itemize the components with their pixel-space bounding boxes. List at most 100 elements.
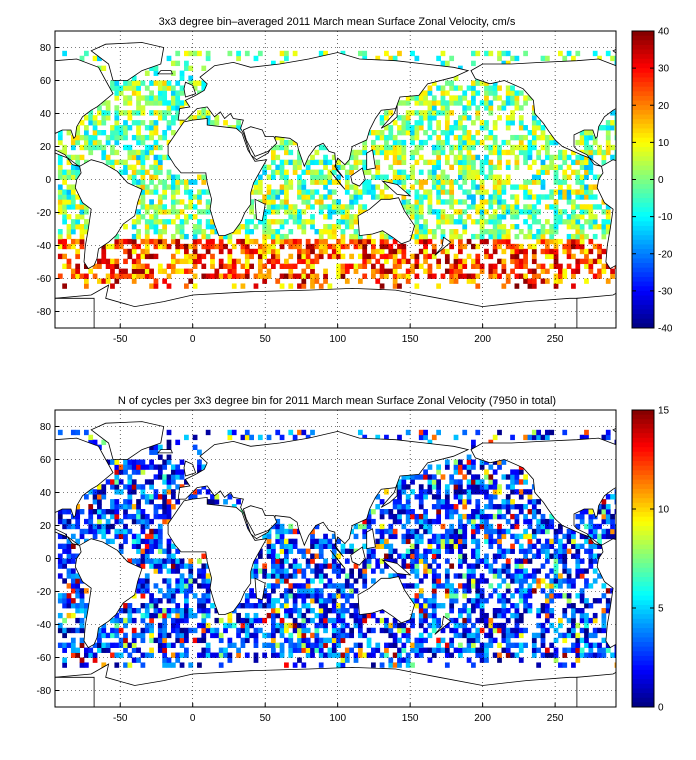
bin-cell <box>471 509 476 515</box>
bin-cell <box>153 489 159 495</box>
bin-cell <box>114 612 120 619</box>
bin-cell <box>157 588 163 594</box>
bin-cell <box>314 229 320 235</box>
bin-cell <box>553 199 559 205</box>
bin-cell <box>579 194 585 200</box>
bin-cell <box>614 499 616 505</box>
bin-cell <box>414 100 420 106</box>
bin-cell <box>497 179 502 185</box>
colorbar-segment <box>632 549 654 555</box>
bin-cell <box>310 258 315 265</box>
bin-cell <box>492 558 498 564</box>
bin-cell <box>366 553 372 559</box>
bin-cell <box>579 652 585 658</box>
bin-cell <box>353 563 359 569</box>
bin-cell <box>205 598 211 604</box>
bin-cell <box>449 199 455 205</box>
bin-cell <box>170 268 176 274</box>
bin-cell <box>540 578 546 584</box>
bin-cell <box>279 573 285 579</box>
bin-cell <box>527 494 533 500</box>
bin-cell <box>162 243 168 250</box>
bin-cell <box>562 632 568 639</box>
bin-cell <box>270 174 276 180</box>
bin-cell <box>444 548 450 554</box>
bin-cell <box>501 258 507 265</box>
bin-cell <box>336 608 341 614</box>
bin-cell <box>397 509 402 515</box>
bin-cell <box>170 598 176 604</box>
bin-cell <box>553 558 559 564</box>
bin-cell <box>179 617 185 624</box>
bin-cell <box>436 578 441 584</box>
bin-cell <box>449 474 455 480</box>
bin-cell <box>188 194 194 200</box>
bin-cell <box>492 233 498 240</box>
bin-cell <box>162 657 168 663</box>
bin-cell <box>423 258 428 265</box>
bin-cell <box>188 563 194 569</box>
bin-cell <box>257 617 263 624</box>
bin-cell <box>579 558 585 564</box>
bin-cell <box>427 612 433 619</box>
bin-cell <box>136 219 141 225</box>
bin-cell <box>123 647 128 653</box>
bin-cell <box>410 154 415 161</box>
bin-cell <box>149 518 154 525</box>
bin-cell <box>466 238 472 245</box>
bin-cell <box>536 528 542 535</box>
bin-cell <box>514 513 520 520</box>
bin-cell <box>410 563 415 569</box>
bin-cell <box>336 209 341 215</box>
bin-cell <box>175 115 181 121</box>
bin-cell <box>510 253 515 260</box>
bin-cell <box>497 219 502 225</box>
bin-cell <box>510 434 515 441</box>
bin-cell <box>336 224 341 230</box>
bin-cell <box>501 189 507 195</box>
bin-cell <box>466 489 472 495</box>
bin-cell <box>444 652 450 658</box>
bin-cell <box>170 617 176 624</box>
bin-cell <box>262 219 268 225</box>
bin-cell <box>488 229 494 235</box>
bin-cell <box>549 652 555 658</box>
bin-cell <box>423 523 428 530</box>
bin-cell <box>457 533 463 540</box>
bin-cell <box>418 489 424 495</box>
bin-cell <box>479 603 485 609</box>
bin-cell <box>531 647 537 653</box>
bin-cell <box>279 164 285 170</box>
bin-cell <box>505 243 511 250</box>
bin-cell <box>79 533 85 540</box>
bin-cell <box>188 258 194 265</box>
bin-cell <box>118 469 124 475</box>
bin-cell <box>492 479 498 485</box>
bin-cell <box>514 248 520 255</box>
bin-cell <box>531 652 537 658</box>
bin-cell <box>327 543 333 549</box>
bin-cell <box>466 657 472 663</box>
bin-cell <box>405 627 411 634</box>
bin-cell <box>175 90 181 96</box>
bin-cell <box>475 154 481 161</box>
bin-cell <box>479 139 485 146</box>
bin-cell <box>601 268 607 274</box>
bin-cell <box>553 263 559 269</box>
bin-cell <box>327 233 333 240</box>
bin-cell <box>344 608 350 614</box>
bin-cell <box>288 159 294 166</box>
bin-cell <box>423 563 428 569</box>
bin-cell <box>162 612 168 619</box>
bin-cell <box>601 233 607 240</box>
bin-cell <box>340 627 346 634</box>
bin-cell <box>536 632 542 639</box>
bin-cell <box>427 523 433 530</box>
bin-cell <box>518 489 524 495</box>
bin-cell <box>318 50 324 57</box>
bin-cell <box>166 608 172 614</box>
bin-cell <box>75 204 81 210</box>
bin-cell <box>327 647 333 653</box>
bin-cell <box>344 632 350 639</box>
bin-cell <box>514 105 520 111</box>
